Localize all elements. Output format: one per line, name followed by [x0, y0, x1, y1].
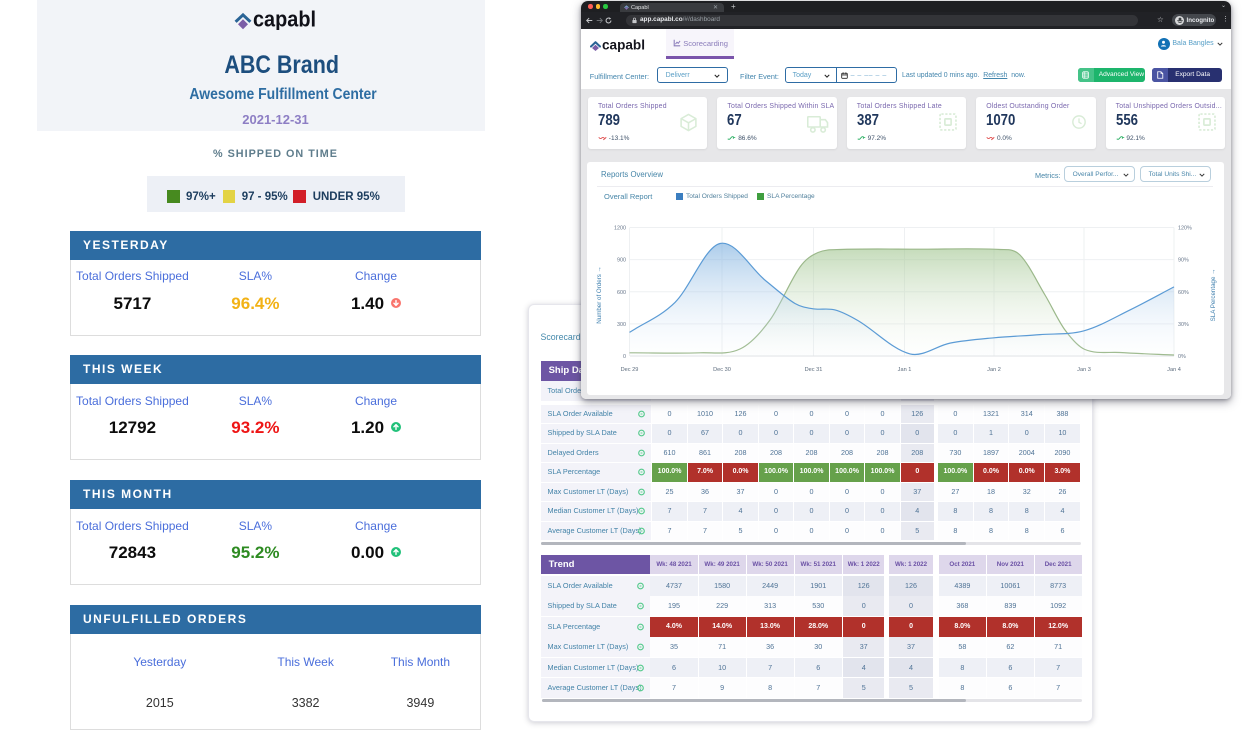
svg-text:Dec 31: Dec 31 [805, 367, 823, 373]
svg-text:Jan 3: Jan 3 [1077, 367, 1091, 373]
svg-text:0%: 0% [1178, 354, 1186, 360]
svg-text:60%: 60% [1178, 290, 1189, 296]
svg-text:capabl: capabl [253, 8, 316, 30]
svg-text:0: 0 [623, 354, 626, 360]
svg-text:Jan 4: Jan 4 [1167, 367, 1181, 373]
svg-text:1200: 1200 [614, 226, 626, 232]
svg-text:300: 300 [617, 322, 626, 328]
svg-text:Dec 29: Dec 29 [621, 367, 639, 373]
svg-text:600: 600 [617, 290, 626, 296]
svg-text:Jan 1: Jan 1 [898, 367, 912, 373]
svg-text:30%: 30% [1178, 322, 1189, 328]
svg-text:120%: 120% [1178, 226, 1192, 232]
svg-text:900: 900 [617, 258, 626, 264]
svg-text:Number of Orders →: Number of Orders → [596, 266, 603, 323]
svg-text:Dec 30: Dec 30 [713, 367, 731, 373]
svg-text:capabl: capabl [602, 38, 645, 52]
svg-text:90%: 90% [1178, 258, 1189, 264]
svg-text:SLA Percentage →: SLA Percentage → [1210, 269, 1217, 322]
svg-text:Jan 2: Jan 2 [987, 367, 1001, 373]
